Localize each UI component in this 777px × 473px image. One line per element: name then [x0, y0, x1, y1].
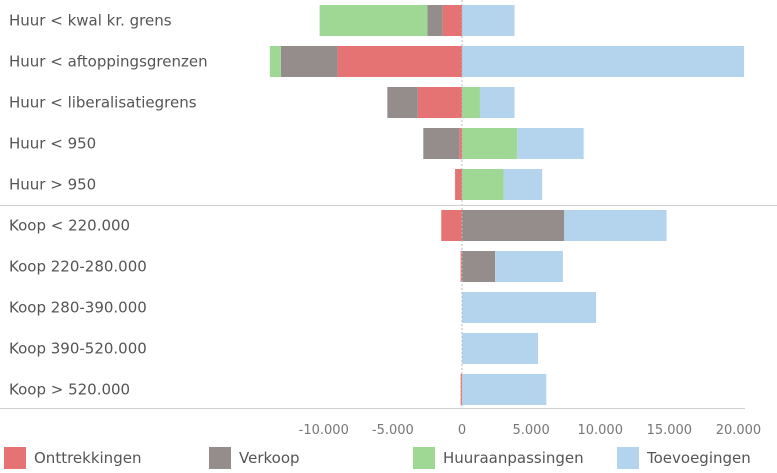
bar-verkoop-0 — [427, 5, 443, 36]
bar-toevoegingen-1 — [462, 46, 744, 77]
x-tick-label-0: -10.000 — [299, 423, 349, 438]
bar-toevoegingen-0 — [462, 5, 515, 36]
bar-verkoop-1 — [280, 46, 338, 77]
axis-layer: -10.000 -5.000 0 5.000 10.000 15.000 20.000 — [0, 0, 777, 438]
bar-toevoegingen-9 — [462, 374, 547, 405]
legend-label: Toevoegingen — [647, 449, 751, 467]
bar-toevoegingen-4 — [503, 169, 543, 200]
bar-verkoop-3 — [423, 128, 460, 159]
legend-item-onttrekkingen: Onttrekkingen — [4, 447, 141, 469]
legend-label: Huuraanpassingen — [443, 449, 584, 467]
category-label-3: Huur < 950 — [9, 135, 96, 153]
legend-swatch — [4, 447, 26, 469]
bar-toevoegingen-6 — [495, 251, 563, 282]
x-tick-label-1: -5.000 — [372, 423, 414, 438]
category-label-6: Koop 220-280.000 — [9, 258, 147, 276]
legend: Onttrekkingen Verkoop Huuraanpassingen Toev… — [0, 443, 777, 473]
category-label-2: Huur < liberalisatiegrens — [9, 94, 197, 112]
x-tick-label-6: 20.000 — [716, 423, 762, 438]
legend-item-huuraanpassingen: Huuraanpassingen — [413, 447, 584, 469]
legend-item-toevoegingen: Toevoegingen — [617, 447, 751, 469]
category-label-1: Huur < aftoppingsgrenzen — [9, 53, 208, 71]
x-tick-label-5: 15.000 — [647, 423, 693, 438]
bar-onttrekkingen-5 — [441, 210, 462, 241]
diverging-bar-chart: -10.000 -5.000 0 5.000 10.000 15.000 20.000 Hu… — [0, 0, 777, 438]
bar-verkoop-5 — [462, 210, 565, 241]
category-label-8: Koop 390-520.000 — [9, 340, 147, 358]
bar-verkoop-2 — [387, 87, 418, 118]
legend-swatch — [413, 447, 435, 469]
legend-item-verkoop: Verkoop — [209, 447, 300, 469]
x-tick-label-2: 0 — [458, 423, 466, 438]
legend-label: Verkoop — [239, 449, 300, 467]
bar-huuraanpassingen-0 — [319, 5, 428, 36]
category-label-4: Huur > 950 — [9, 176, 96, 194]
legend-swatch — [209, 447, 231, 469]
bar-onttrekkingen-1 — [337, 46, 462, 77]
x-tick-label-3: 5.000 — [513, 423, 550, 438]
bar-huuraanpassingen-4 — [462, 169, 504, 200]
bar-huuraanpassingen-3 — [462, 128, 518, 159]
bar-onttrekkingen-2 — [417, 87, 462, 118]
bar-onttrekkingen-9 — [460, 374, 462, 405]
category-label-0: Huur < kwal kr. grens — [9, 12, 172, 30]
bar-toevoegingen-3 — [517, 128, 584, 159]
category-label-7: Koop 280-390.000 — [9, 299, 147, 317]
legend-label: Onttrekkingen — [34, 449, 142, 467]
bar-onttrekkingen-3 — [459, 128, 462, 159]
bar-verkoop-6 — [462, 251, 496, 282]
bar-toevoegingen-5 — [564, 210, 667, 241]
bar-huuraanpassingen-1 — [269, 46, 281, 77]
x-tick-label-4: 10.000 — [577, 423, 623, 438]
bar-toevoegingen-2 — [479, 87, 515, 118]
legend-swatch — [617, 447, 639, 469]
bar-toevoegingen-8 — [462, 333, 539, 364]
category-label-5: Koop < 220.000 — [9, 217, 130, 235]
bar-onttrekkingen-6 — [460, 251, 462, 282]
bar-onttrekkingen-0 — [442, 5, 462, 36]
category-labels: Huur < kwal kr. grens Huur < aftoppingsgr… — [9, 12, 208, 399]
bar-toevoegingen-7 — [462, 292, 597, 323]
bar-onttrekkingen-4 — [455, 169, 462, 200]
bar-huuraanpassingen-2 — [462, 87, 480, 118]
category-label-9: Koop > 520.000 — [9, 381, 130, 399]
bars-layer — [269, 5, 744, 405]
